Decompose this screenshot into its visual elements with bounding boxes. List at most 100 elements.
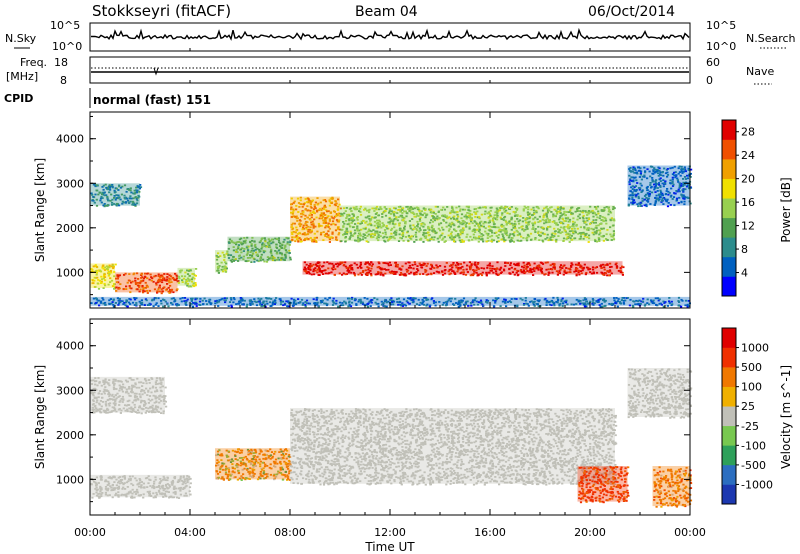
scatter-cell bbox=[142, 289, 145, 292]
scatter-cell bbox=[328, 238, 331, 241]
scatter-cell bbox=[303, 232, 306, 234]
scatter-cell bbox=[194, 283, 197, 286]
scatter-cell bbox=[275, 243, 278, 246]
beam-label: Beam 04 bbox=[355, 4, 418, 20]
scatter-cell bbox=[320, 217, 324, 220]
scatter-cell bbox=[323, 219, 327, 222]
scatter-cell bbox=[285, 236, 288, 239]
scatter-cell bbox=[229, 254, 233, 257]
scatter-cell bbox=[230, 239, 233, 242]
scatter-cell bbox=[328, 199, 331, 202]
scatter-cell bbox=[282, 241, 285, 243]
scatter-cell bbox=[666, 205, 670, 208]
scatter-cell bbox=[109, 281, 112, 283]
scatter-cell bbox=[337, 227, 340, 229]
radar-title: Stokkseyri (fitACF) bbox=[92, 2, 231, 20]
scatter-cell bbox=[356, 227, 359, 230]
scatter-cell bbox=[290, 231, 294, 234]
scatter-cell bbox=[102, 267, 105, 270]
scatter-cell bbox=[291, 233, 294, 235]
scatter-cell bbox=[391, 221, 395, 223]
scatter-cell bbox=[576, 218, 579, 221]
scatter-cell bbox=[328, 241, 331, 243]
scatter-cell bbox=[577, 233, 580, 235]
scatter-cell bbox=[250, 254, 254, 257]
scatter-cell bbox=[118, 287, 121, 290]
scatter-cell bbox=[311, 240, 314, 243]
freq-panel bbox=[89, 56, 691, 84]
scatter-cell bbox=[177, 275, 180, 278]
scatter-cell bbox=[222, 270, 225, 273]
scatter-cell bbox=[251, 247, 254, 250]
scatter-cell bbox=[539, 234, 542, 237]
scatter-cell bbox=[312, 226, 315, 229]
scatter-cell bbox=[132, 273, 135, 276]
scatter-cell bbox=[338, 219, 341, 222]
scatter-cell bbox=[166, 283, 169, 285]
scatter-cell bbox=[449, 232, 453, 235]
cpid-label: CPID bbox=[4, 92, 33, 105]
scatter-cell bbox=[246, 247, 249, 250]
scatter-cell bbox=[414, 234, 417, 236]
scatter-cell bbox=[309, 205, 312, 208]
scatter-cell bbox=[296, 217, 299, 220]
scatter-cell bbox=[283, 259, 286, 261]
scatter-cell bbox=[250, 249, 253, 252]
scatter-cell bbox=[299, 196, 302, 199]
scatter-cell bbox=[556, 224, 559, 226]
scatter-cell bbox=[182, 277, 185, 280]
scatter-cell bbox=[193, 285, 196, 288]
scatter-cell bbox=[117, 274, 120, 277]
scatter-cell bbox=[508, 221, 511, 223]
scatter-cell bbox=[263, 237, 266, 240]
nsearch-label: N.Search bbox=[746, 32, 796, 45]
scatter-cell bbox=[312, 208, 316, 210]
scatter-cell bbox=[128, 287, 131, 289]
scatter-cell bbox=[170, 289, 173, 292]
scatter-cell bbox=[269, 251, 272, 253]
scatter-cell bbox=[240, 237, 243, 240]
nsky-label: N.Sky bbox=[5, 32, 37, 45]
scatter-cell bbox=[113, 286, 117, 289]
scatter-cell bbox=[281, 244, 284, 247]
scatter-cell bbox=[231, 258, 234, 261]
scatter-cell bbox=[108, 273, 111, 276]
scatter-cell bbox=[337, 213, 340, 215]
scatter-cell bbox=[92, 279, 95, 282]
scatter-cell bbox=[239, 248, 243, 251]
scatter-cell bbox=[505, 234, 509, 237]
scatter-cell bbox=[151, 277, 154, 280]
scatter-cell bbox=[217, 266, 220, 269]
scatter-cell bbox=[286, 242, 289, 245]
scatter-cell bbox=[299, 225, 302, 228]
scatter-cell bbox=[489, 209, 492, 212]
scatter-cell bbox=[309, 212, 312, 214]
scatter-cell bbox=[314, 201, 317, 204]
scatter-cell bbox=[383, 235, 386, 238]
scatter-cell bbox=[348, 219, 351, 222]
scatter-cell bbox=[112, 285, 115, 287]
scatter-cell bbox=[292, 209, 295, 212]
scatter-cell bbox=[482, 206, 485, 209]
scatter-cell bbox=[324, 226, 327, 229]
scatter-cell bbox=[254, 248, 257, 251]
scatter-cell bbox=[324, 214, 327, 216]
scatter-cell bbox=[161, 281, 164, 284]
scatter-cell bbox=[134, 277, 137, 280]
scatter-cell bbox=[403, 227, 406, 229]
scatter-cell bbox=[377, 234, 380, 236]
scatter-cell bbox=[354, 239, 357, 242]
scatter-cell bbox=[317, 305, 320, 308]
scatter-cell bbox=[173, 279, 176, 281]
scatter-cell bbox=[164, 279, 167, 282]
scatter-cell bbox=[314, 236, 317, 239]
scatter-cell bbox=[221, 265, 224, 268]
scatter-cell bbox=[284, 257, 287, 259]
scatter-cell bbox=[175, 277, 178, 280]
scatter-cell bbox=[502, 238, 505, 241]
scatter-cell bbox=[184, 271, 187, 274]
scatter-cell bbox=[298, 222, 301, 225]
scatter-cell bbox=[167, 290, 170, 293]
nave-tick-top: 60 bbox=[706, 56, 720, 69]
scatter-cell bbox=[318, 217, 321, 220]
